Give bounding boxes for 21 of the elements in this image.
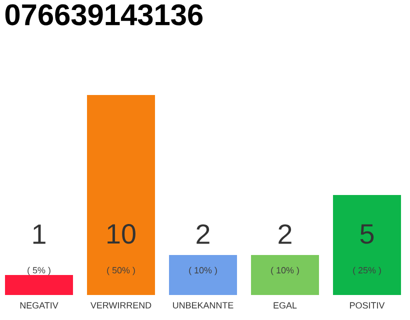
bar [251,255,320,295]
x-tick-label: VERWIRREND [90,302,152,308]
annotation: ( 10% ) [271,266,299,276]
chart-title: 076639143136 [5,4,203,26]
x-tick-label: UNBEKANNTE [173,302,234,308]
annotation: ( 50% ) [107,266,135,276]
x-tick-label: NEGATIV [20,302,58,309]
x-tick-label: POSITIV [350,302,385,309]
data-label: 2 [196,224,210,244]
data-label: 1 [33,224,46,244]
bar [5,275,73,295]
annotation: ( 10% ) [189,266,217,276]
annotation: ( 5% ) [28,266,50,276]
x-tick-label: EGAL [274,302,297,309]
data-label: 10 [108,224,136,244]
annotation: ( 25% ) [353,266,381,276]
bar [333,195,402,295]
bar [87,95,155,295]
data-label: 2 [278,224,292,244]
bar [169,255,238,295]
data-label: 5 [360,224,374,244]
